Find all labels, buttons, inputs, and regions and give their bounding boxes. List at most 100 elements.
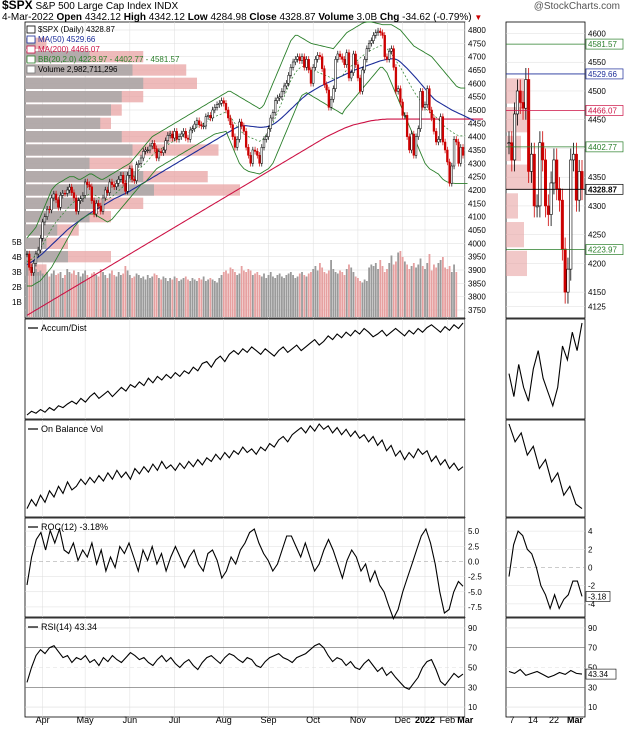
volume-bar [184,276,187,317]
volume-bar [287,273,290,317]
candle-body [238,121,241,140]
inset-price-tick: 4450 [588,116,606,125]
volume-bar [397,252,400,317]
volume-bar [435,267,438,317]
candle-body [113,184,116,188]
candle-body [75,197,78,212]
inset-rsi-tick: 50 [588,664,597,673]
volume-bar [120,275,122,317]
candle-body [77,200,80,212]
volume-bar [77,272,80,317]
volume-bar [26,260,28,317]
volume-bar [307,273,310,317]
main-panel-frame-3 [24,517,466,618]
candle-body [68,186,71,191]
volume-bar [303,275,306,317]
panel-legend-text: On Balance Vol [41,424,103,434]
volume-bar [363,279,366,317]
inset-price-tick: 4300 [588,202,606,211]
volume-bar [446,269,449,317]
candle-body [41,221,44,239]
chg-value: -34.62 (-0.79%) [402,12,472,23]
inset-obv-line [508,423,583,510]
inset-price-tick: 4350 [588,173,606,182]
inset-candle-body [527,79,531,172]
price-y-tick: 3900 [468,266,486,275]
candle-body [450,165,453,184]
volume-by-price-bar-gray [25,224,58,236]
volume-bar [204,281,207,317]
candle-body [30,267,33,273]
candle-body [206,115,210,117]
candle-body [213,107,216,111]
volume-bar [381,266,384,317]
inset-marker-label: 4223.97 [588,246,617,255]
volume-bar [64,275,66,317]
candle-body [421,91,424,108]
volume-bar [151,276,154,317]
inset-marker-label: 4402.77 [588,143,617,152]
inset-marker-box [585,183,624,195]
volume-tick: 5B [12,238,22,247]
candle-body [70,186,73,193]
volume-bar [379,260,382,317]
inset-price-tick: 4550 [588,58,606,67]
candle-body [296,56,299,60]
volume-bar [294,278,297,317]
bb-lower-line [27,66,468,287]
price-legend-text: MA(200) 4466.07 [38,45,100,54]
candle-body [153,143,156,149]
candle-body [249,155,252,164]
volume-bar [247,269,250,317]
inset-candle-body [518,90,522,103]
volume-bar [41,273,44,317]
candle-body [350,72,353,79]
x-month-label: Feb [440,715,456,725]
inset-candle-body [532,153,536,207]
inset-roc-tick: -2 [588,582,596,591]
roc-y-tick: -5.0 [468,588,482,597]
price-legend-swatch [26,55,36,64]
volume-bar [332,269,335,317]
candle-body [265,136,268,140]
candle-body [303,56,306,68]
volume-bar [352,272,355,317]
candle-body [435,131,438,143]
inset-candle-body [529,153,533,172]
volume-tick: 1B [12,298,22,307]
x-month-label: Mar [457,715,474,725]
candle-body [61,192,64,196]
candle-body [417,128,420,137]
candle-body [443,141,447,151]
volume-bar [289,272,292,317]
inset-candle-body [513,113,517,161]
volume-bar [30,257,33,317]
candle-body [236,139,239,148]
candle-body [83,181,87,196]
candle-body [63,192,67,195]
inset-candle-body [569,159,573,270]
candle-body [372,35,375,41]
volume-bar [403,261,406,317]
volume-bar [200,279,203,317]
volume-bar [368,267,370,317]
volume-bar [169,278,171,317]
candle-body [224,103,228,111]
volume-bar [84,270,87,317]
volume-bar [193,279,196,317]
volume-bar [350,267,353,317]
rsi-y-tick: 90 [468,624,477,633]
price-y-tick: 4800 [468,26,486,35]
roc-y-tick: -7.5 [468,603,482,612]
candle-body [209,115,212,119]
volume-bar [301,272,303,317]
inset-candle-body [507,142,511,144]
roc-y-tick: -2.5 [468,573,482,582]
volume-bar [410,266,413,317]
inset-candle-body [546,205,550,215]
candle-body [97,203,100,207]
candle-body [374,32,377,36]
candle-body [240,121,243,127]
volume-bar [142,276,145,317]
